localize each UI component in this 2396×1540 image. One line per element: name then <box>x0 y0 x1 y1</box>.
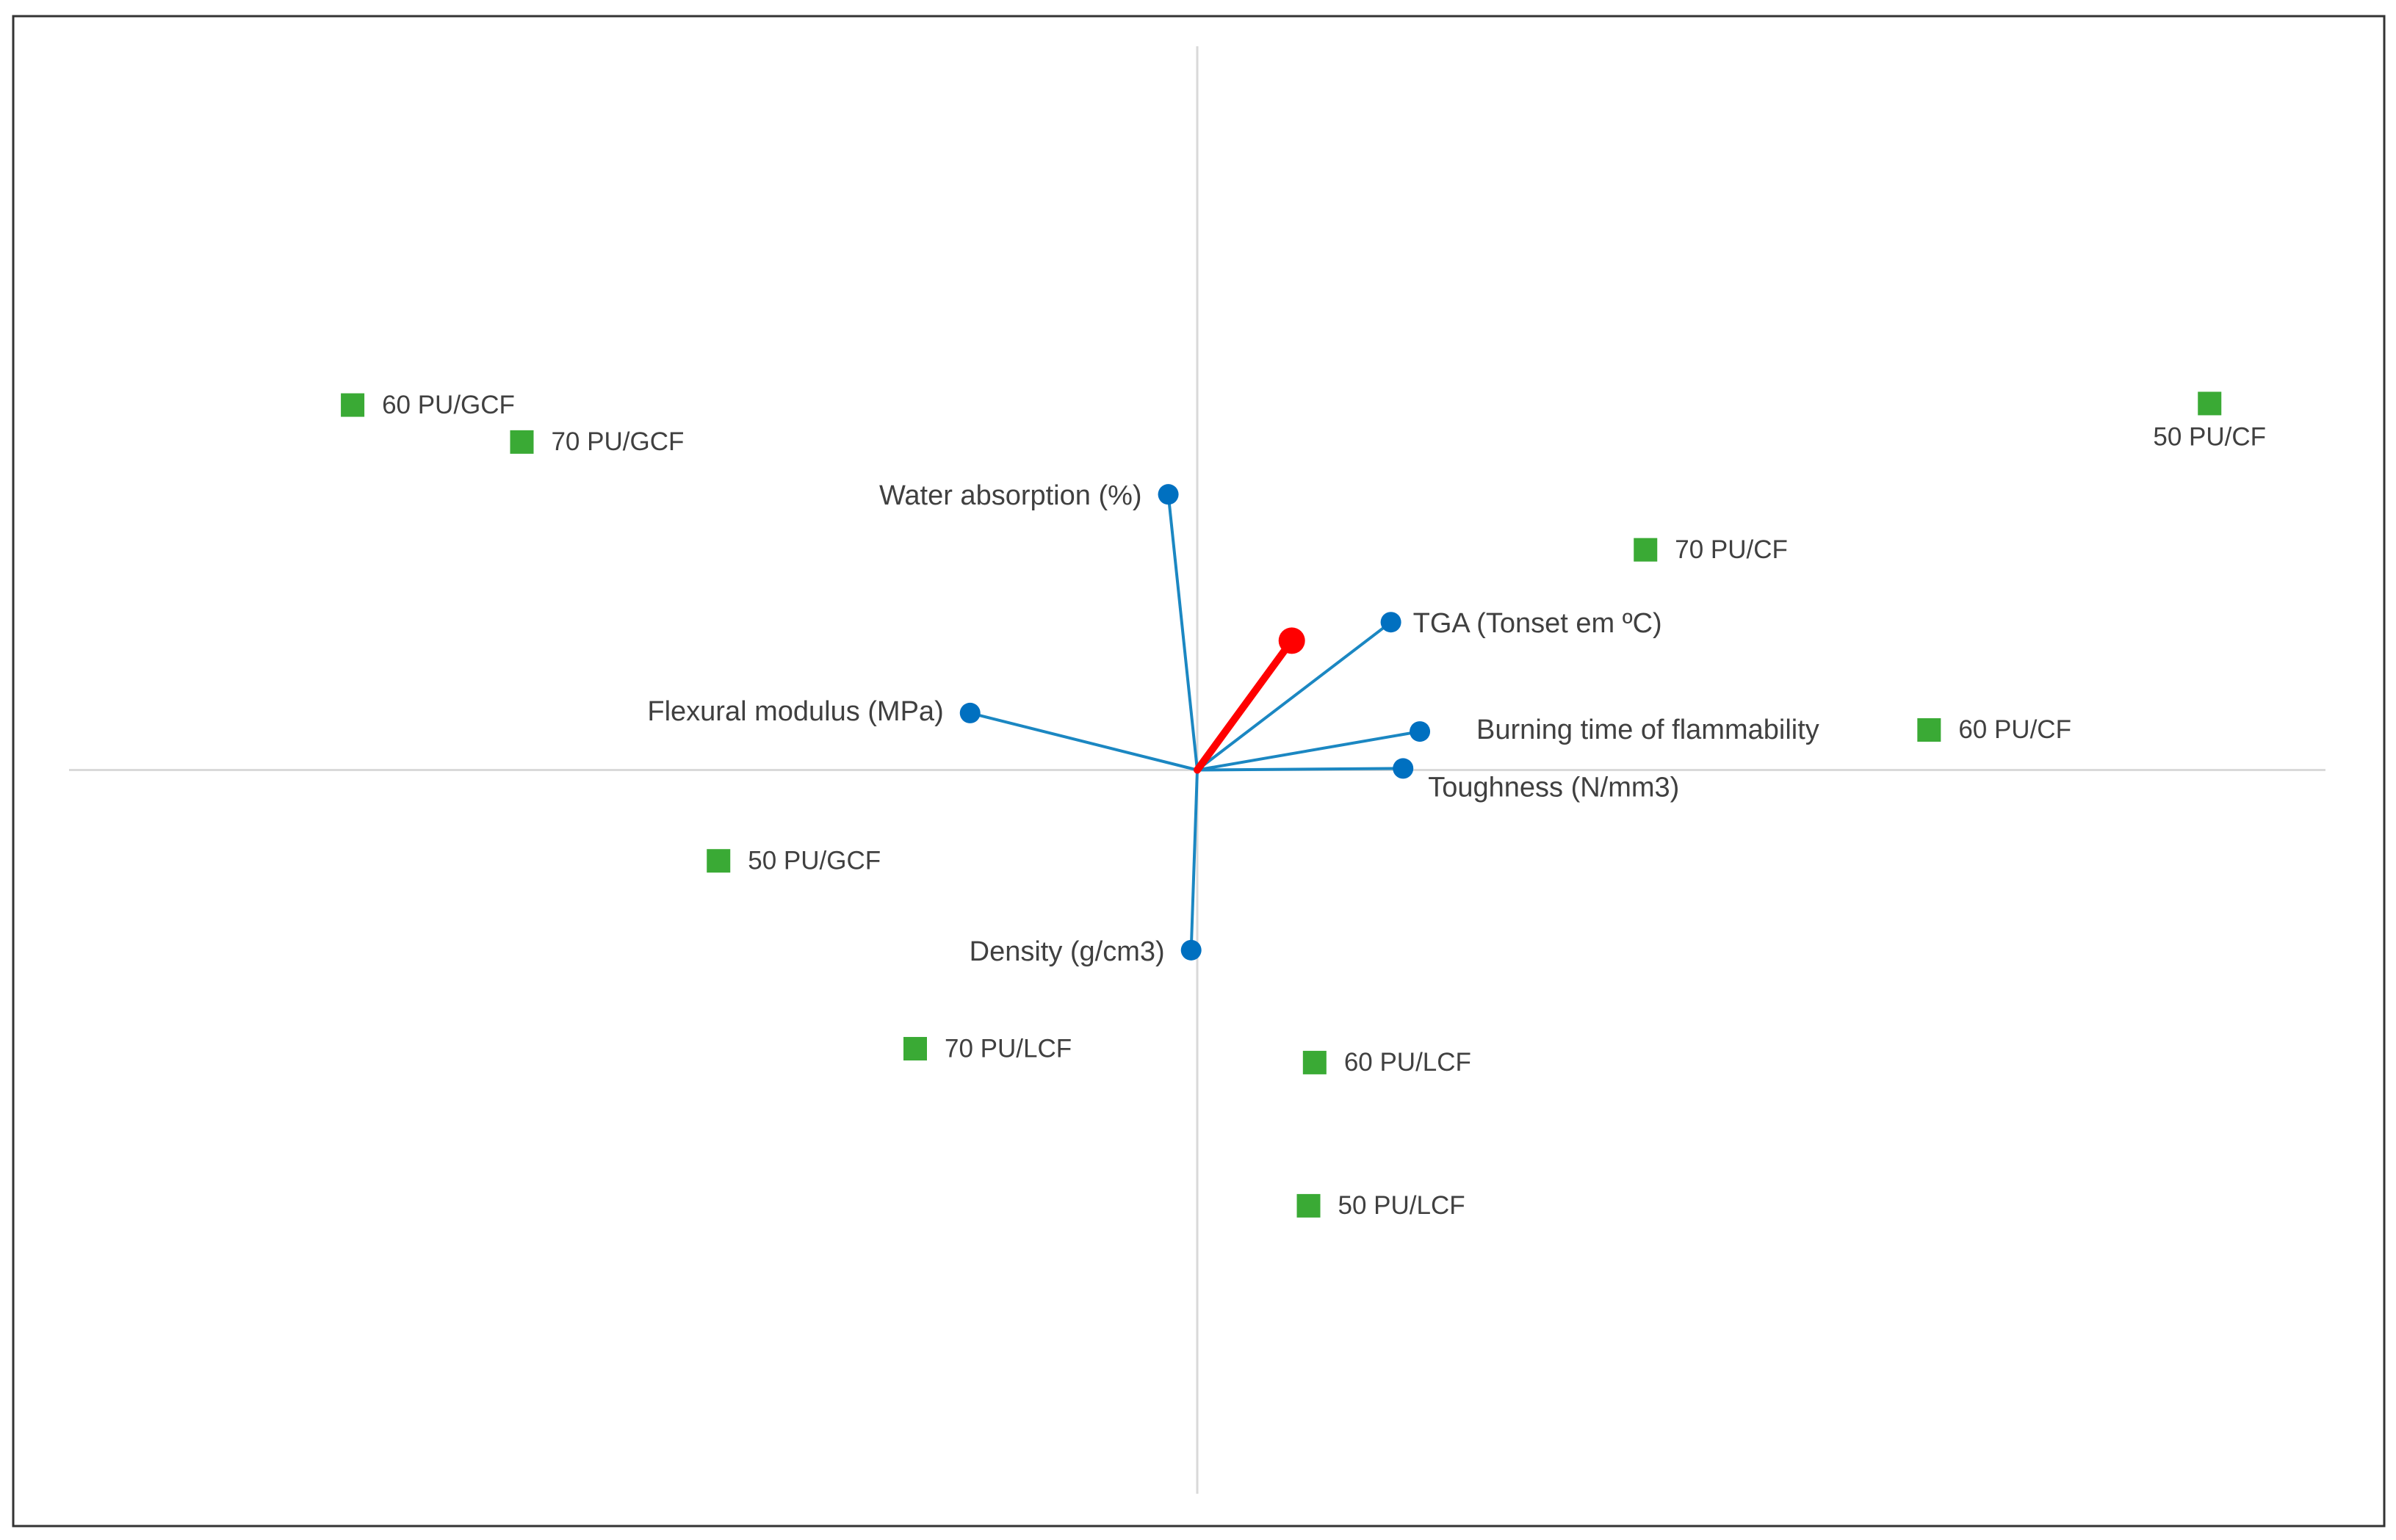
score-point <box>1634 538 1658 562</box>
loading-point <box>1393 758 1414 779</box>
score-label: 70 PU/LCF <box>945 1034 1072 1063</box>
score-point <box>1302 1050 1327 1074</box>
score-point <box>903 1037 927 1061</box>
score-label: 60 PU/CF <box>1958 715 2071 744</box>
loading-line <box>1166 494 1199 770</box>
loading-line <box>1189 770 1199 950</box>
loading-label: TGA (Tonset em ºC) <box>1413 608 1662 639</box>
loading-point <box>959 702 981 723</box>
loading-point <box>1180 939 1202 961</box>
loading-point <box>1158 484 1179 505</box>
loading-label: Water absorption (%) <box>879 480 1142 511</box>
score-label: 60 PU/LCF <box>1344 1048 1471 1077</box>
loading-label: Density (g/cm3) <box>970 936 1165 967</box>
score-label: 70 PU/CF <box>1675 535 1788 564</box>
score-label: 50 PU/LCF <box>1338 1191 1465 1220</box>
loading-line <box>1196 621 1392 772</box>
score-label: 50 PU/CF <box>2153 423 2266 452</box>
loading-label: Burning time of flammability <box>1476 715 1819 745</box>
score-point <box>510 430 534 454</box>
loading-line <box>1197 767 1404 772</box>
score-point <box>1917 717 1941 742</box>
loading-line <box>1197 730 1421 772</box>
vector-point <box>1278 627 1305 654</box>
vector-line <box>1194 637 1296 774</box>
score-label: 60 PU/GCF <box>382 391 515 419</box>
score-point <box>2198 391 2222 416</box>
score-point <box>707 849 731 873</box>
loading-line <box>970 711 1198 772</box>
loading-label: Flexural modulus (MPa) <box>647 696 943 727</box>
score-label: 70 PU/GCF <box>551 427 684 456</box>
loading-label: Toughness (N/mm3) <box>1428 772 1679 803</box>
score-point <box>1296 1193 1321 1218</box>
loading-point <box>1380 612 1401 633</box>
score-label: 50 PU/GCF <box>748 846 881 875</box>
score-point <box>341 393 365 417</box>
loading-point <box>1410 721 1431 742</box>
